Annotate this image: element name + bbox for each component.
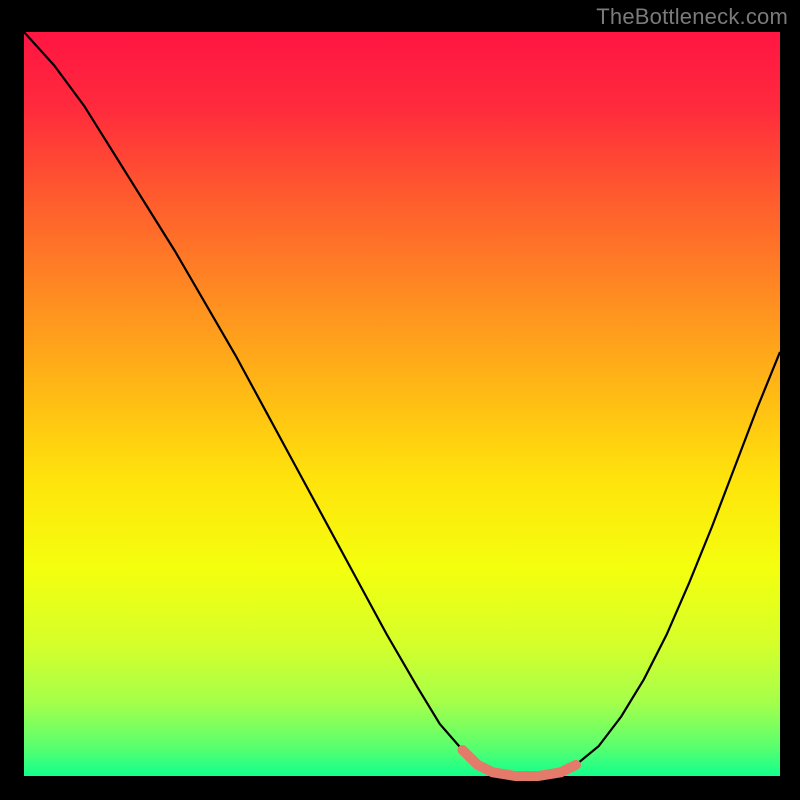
trough-marker: [462, 750, 575, 776]
chart-container: TheBottleneck.com: [0, 0, 800, 800]
curve-layer: [24, 32, 780, 776]
plot-area: [24, 32, 780, 776]
watermark-text: TheBottleneck.com: [596, 4, 788, 30]
bottleneck-curve: [24, 32, 780, 776]
